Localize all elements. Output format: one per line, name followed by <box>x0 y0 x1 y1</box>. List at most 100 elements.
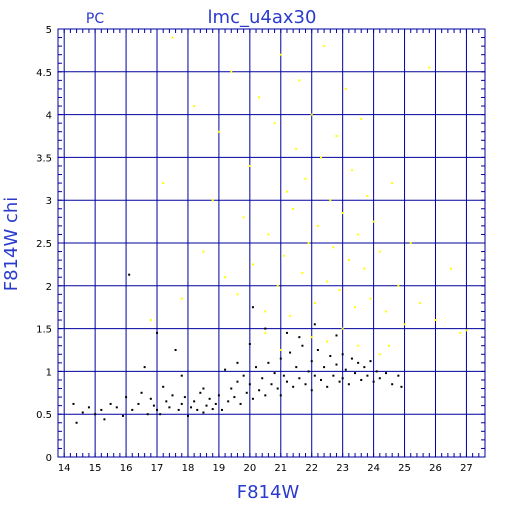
point-s1-4 <box>193 105 196 108</box>
point-s1-68 <box>341 327 344 330</box>
point-s1-2 <box>171 36 174 39</box>
y-tick-label-7: 3.5 <box>36 153 52 164</box>
point-s1-58 <box>434 319 437 322</box>
point-s0-13 <box>137 402 140 405</box>
point-s0-91 <box>363 366 366 369</box>
point-s0-50 <box>248 383 251 386</box>
point-s0-96 <box>378 377 381 380</box>
point-s0-95 <box>375 370 378 373</box>
point-s0-104 <box>335 334 338 337</box>
point-s1-8 <box>224 276 227 279</box>
point-s0-109 <box>180 374 183 377</box>
point-s1-65 <box>378 353 381 356</box>
point-s0-64 <box>285 380 288 383</box>
y-tick-label-2: 1 <box>46 367 52 378</box>
point-s0-72 <box>310 360 313 363</box>
point-s0-102 <box>285 331 288 334</box>
point-s1-36 <box>332 246 335 249</box>
point-s0-23 <box>165 400 168 403</box>
point-s1-17 <box>273 122 276 125</box>
point-s1-32 <box>320 156 323 159</box>
point-s1-28 <box>307 242 310 244</box>
point-s0-7 <box>109 402 112 405</box>
point-s0-86 <box>347 383 350 386</box>
point-s0-34 <box>199 391 202 394</box>
point-s1-22 <box>289 314 292 317</box>
point-s0-100 <box>400 385 403 388</box>
point-s0-71 <box>307 370 310 373</box>
point-s0-16 <box>146 413 149 416</box>
point-s0-2 <box>81 411 84 414</box>
x-tick-label-5: 19 <box>213 463 226 474</box>
point-s1-40 <box>344 87 347 90</box>
point-s1-47 <box>366 194 369 197</box>
point-s1-6 <box>211 199 214 202</box>
point-s1-61 <box>465 329 468 332</box>
point-s0-5 <box>100 408 103 411</box>
point-s0-11 <box>128 273 131 276</box>
point-s0-31 <box>190 406 193 409</box>
point-s0-103 <box>313 323 316 326</box>
point-s0-63 <box>282 374 285 377</box>
point-s0-68 <box>298 377 301 380</box>
point-s0-38 <box>211 408 214 411</box>
point-s0-57 <box>267 361 270 364</box>
point-s0-6 <box>103 418 106 421</box>
point-s0-81 <box>335 363 338 366</box>
x-tick-label-13: 27 <box>460 463 473 474</box>
point-s0-56 <box>264 394 267 397</box>
point-s1-43 <box>354 306 357 309</box>
point-s1-45 <box>360 117 363 120</box>
point-s0-10 <box>125 396 128 399</box>
y-tick-label-1: 0.5 <box>36 410 52 421</box>
point-s1-37 <box>335 135 338 137</box>
point-s0-108 <box>202 387 205 390</box>
point-s1-53 <box>397 284 400 287</box>
point-s0-85 <box>344 368 347 371</box>
point-s0-98 <box>391 383 394 386</box>
y-tick-label-8: 4 <box>46 111 52 122</box>
point-s0-17 <box>149 397 152 400</box>
point-s1-20 <box>282 254 285 257</box>
point-s1-16 <box>267 233 270 236</box>
point-s1-41 <box>347 259 350 262</box>
point-s1-30 <box>313 301 316 304</box>
point-s0-52 <box>251 397 254 400</box>
point-s0-0 <box>72 402 75 405</box>
point-s1-52 <box>391 182 394 185</box>
point-s0-65 <box>289 351 292 354</box>
point-s0-14 <box>140 391 143 394</box>
point-s0-89 <box>357 361 360 364</box>
point-s0-4 <box>94 413 97 416</box>
point-s1-33 <box>323 45 326 48</box>
point-s0-84 <box>341 377 344 380</box>
point-s1-51 <box>384 310 387 313</box>
point-s0-66 <box>292 385 295 388</box>
point-s0-67 <box>295 366 298 369</box>
point-s1-1 <box>162 182 165 185</box>
point-s0-97 <box>384 372 387 375</box>
point-s1-64 <box>357 344 360 347</box>
x-tick-label-2: 16 <box>120 463 133 474</box>
point-s1-44 <box>357 233 360 236</box>
x-tick-label-12: 26 <box>429 463 442 474</box>
point-s0-12 <box>131 408 134 411</box>
point-s1-31 <box>316 224 319 227</box>
point-s1-35 <box>329 199 332 202</box>
y-tick-label-5: 2.5 <box>36 239 52 250</box>
point-s0-32 <box>193 400 196 403</box>
point-s0-9 <box>121 414 124 417</box>
point-s0-39 <box>214 402 217 405</box>
point-s0-26 <box>174 349 177 351</box>
y-tick-label-0: 0 <box>46 453 52 464</box>
point-s0-93 <box>369 360 372 363</box>
y-axis-label: F814W chi <box>1 197 22 292</box>
point-s0-76 <box>320 378 323 381</box>
point-s1-42 <box>350 169 353 172</box>
y-tick-label-9: 4.5 <box>36 68 52 79</box>
point-s0-8 <box>115 406 118 409</box>
x-tick-label-1: 15 <box>89 463 102 474</box>
point-s0-87 <box>350 357 353 360</box>
point-s0-36 <box>205 404 208 407</box>
